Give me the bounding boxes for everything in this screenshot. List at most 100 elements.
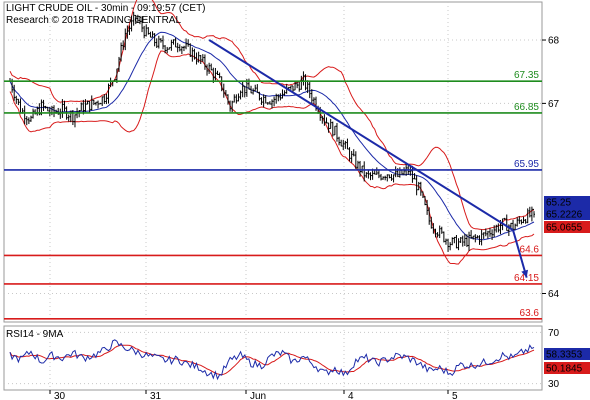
candle	[214, 67, 217, 81]
rsi-lines	[9, 339, 535, 381]
candle	[145, 24, 148, 37]
time-tick-label: Jun	[250, 391, 266, 400]
candle	[155, 38, 158, 48]
candle	[338, 136, 341, 146]
candle	[375, 167, 378, 175]
candle	[491, 229, 494, 240]
candle	[128, 25, 131, 35]
support-resistance-levels: 67.35 66.85 65.95 64.6 64.15 63.6	[4, 70, 542, 320]
candle	[455, 235, 458, 249]
candle	[277, 94, 280, 102]
candle	[411, 165, 414, 183]
candle	[241, 80, 244, 98]
time-tick-label: 5	[452, 391, 458, 400]
candle	[254, 84, 257, 92]
candle	[216, 70, 219, 76]
candle	[493, 225, 496, 238]
candle	[470, 230, 473, 239]
candle	[379, 173, 382, 181]
downtrend-line	[208, 39, 514, 231]
candle	[465, 234, 468, 248]
candle	[377, 170, 380, 179]
rsi-badge-label: 58.3353	[546, 350, 583, 361]
rsi-badges: 58.3353 50.1845	[544, 348, 590, 375]
candle	[117, 56, 120, 72]
candle	[476, 235, 479, 239]
candle	[27, 117, 30, 125]
candle	[262, 94, 265, 108]
rsi-line	[9, 339, 535, 381]
candle	[468, 231, 471, 251]
candle	[516, 217, 519, 227]
rsi-panel-frame	[3, 325, 543, 391]
candle	[231, 100, 234, 113]
candle	[384, 175, 387, 181]
candle	[224, 90, 227, 96]
candle	[348, 147, 351, 162]
candle	[388, 174, 391, 179]
candle	[218, 72, 221, 79]
candle	[518, 216, 521, 224]
candle	[97, 100, 100, 109]
candle	[428, 207, 431, 225]
candle	[333, 125, 336, 136]
rsi-axis: 70 30	[548, 328, 560, 390]
candle	[484, 228, 487, 237]
candle	[73, 114, 76, 128]
rsi-badge-label: 50.1845	[546, 364, 583, 375]
candle	[199, 54, 202, 64]
candle	[522, 216, 525, 224]
candle	[304, 74, 307, 91]
candle	[444, 238, 447, 245]
candle	[13, 84, 16, 101]
level-label: 63.6	[520, 308, 540, 319]
candle	[191, 47, 194, 62]
candle	[252, 88, 255, 95]
candle	[162, 35, 165, 50]
rsi-tick-label: 70	[548, 328, 560, 339]
candle	[124, 28, 127, 51]
candle	[438, 225, 441, 239]
candle	[327, 122, 330, 133]
candle	[323, 114, 326, 126]
candle	[107, 83, 110, 104]
candle	[367, 170, 370, 179]
candle	[105, 93, 108, 105]
price-badge-label: 65.2226	[546, 210, 583, 221]
candle	[29, 115, 32, 122]
candle	[260, 97, 263, 105]
price-panel: 68 67 64 67.35 66.85 65.95 64.6 64.15 63.6 65.2…	[3, 0, 590, 323]
price-panel-frame	[3, 1, 543, 323]
candle	[132, 11, 135, 26]
candle	[266, 102, 269, 105]
candle	[90, 95, 93, 111]
candle	[138, 15, 141, 25]
candle	[352, 149, 355, 157]
candle	[233, 94, 236, 103]
price-tick-label: 64	[548, 289, 560, 300]
rsi-title: RSI14 - 9MA	[6, 329, 64, 340]
candle	[212, 67, 215, 83]
candle	[103, 94, 106, 104]
candle	[421, 191, 424, 199]
candle	[413, 173, 416, 180]
level-label: 65.95	[514, 159, 539, 170]
candle	[229, 100, 232, 112]
candle	[440, 226, 443, 234]
candle	[237, 93, 240, 102]
candle	[488, 227, 491, 237]
candle	[315, 96, 318, 111]
candle	[321, 115, 324, 124]
candle	[528, 206, 531, 218]
candle	[226, 94, 229, 105]
candle	[208, 62, 211, 74]
candle	[449, 242, 452, 251]
candle	[281, 89, 284, 99]
candle	[268, 101, 271, 105]
candle	[187, 39, 190, 47]
candle	[329, 118, 332, 129]
candle	[308, 81, 311, 99]
moving-average-line	[9, 31, 535, 241]
candle	[417, 181, 420, 191]
candle	[363, 161, 366, 182]
